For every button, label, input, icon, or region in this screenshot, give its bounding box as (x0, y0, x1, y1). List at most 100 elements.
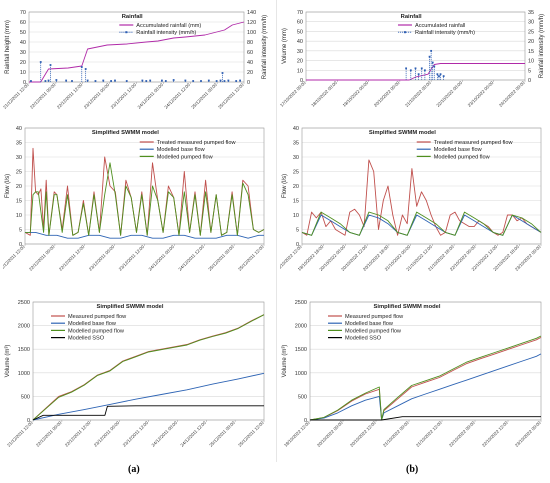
subfigure-label-a: (a) (128, 464, 140, 475)
intensity-marker (49, 64, 52, 66)
intensity-marker (86, 79, 89, 82)
y-tick-label: 2500 (18, 300, 30, 306)
intensity-marker (141, 79, 144, 82)
x-tick-label: 21/12/2011 12:00 (6, 420, 34, 448)
y-tick-label: 1500 (18, 347, 30, 353)
intensity-marker (102, 79, 105, 82)
y2-tick-label: 120 (247, 20, 256, 26)
x-tick-label: 24/12/2011 12:00 (177, 244, 205, 272)
y2-tick-label: 100 (247, 30, 256, 36)
intensity-marker (207, 79, 210, 82)
intensity-marker (430, 49, 433, 52)
y-tick-label: 10 (16, 213, 22, 219)
y-tick-label: 10 (20, 70, 26, 76)
y-tick-label: 5 (296, 228, 299, 234)
y-tick-label: 30 (297, 49, 303, 55)
legend-label: Modelled base flow (157, 147, 206, 153)
legend-label: Modelled base flow (345, 321, 394, 327)
y-tick-label: 500 (21, 394, 30, 400)
y-tick-label: 500 (298, 394, 307, 400)
chart-title: Rainfall (401, 14, 422, 20)
y2-tick-label: 80 (247, 40, 253, 46)
y-axis-label: Flow (l/s) (5, 174, 11, 198)
series-line (32, 314, 265, 421)
y-tick-label: 2000 (18, 324, 30, 330)
intensity-marker (438, 75, 440, 78)
intensity-marker (47, 79, 50, 82)
y-tick-label: 0 (19, 242, 22, 248)
y-tick-label: 0 (304, 418, 307, 424)
x-tick-label: 23/12/2011 00:00 (83, 82, 111, 110)
y-tick-label: 2000 (295, 324, 307, 330)
intensity-marker (428, 55, 431, 58)
y2-tick-label: 60 (247, 50, 253, 56)
y2-tick-label: 40 (247, 60, 253, 66)
intensity-marker (172, 79, 175, 81)
intensity-marker (80, 66, 83, 68)
intensity-marker (84, 68, 87, 70)
y2-tick-label: 140 (247, 10, 256, 16)
x-tick-label: 22/12/2011 00:00 (28, 244, 56, 272)
intensity-marker (221, 72, 224, 74)
intensity-marker (110, 80, 112, 82)
series-line (301, 211, 542, 236)
y-tick-label: 60 (20, 20, 26, 26)
x-tick-label: 23/12/2011 00:00 (93, 420, 121, 448)
y-tick-label: 1000 (295, 371, 307, 377)
y2-tick-label: 15 (528, 49, 534, 55)
x-tick-label: 23/12/2011 12:00 (122, 420, 150, 448)
legend-label: Treated measured pumped flow (157, 140, 237, 146)
y-axis-label: Volume (mm) (282, 28, 288, 64)
legend-label: Modelled pumped flow (157, 154, 214, 160)
y2-tick-label: 35 (528, 10, 534, 16)
y-tick-label: 30 (20, 50, 26, 56)
intensity-marker (55, 79, 58, 81)
y-tick-label: 70 (297, 10, 303, 16)
y-tick-label: 40 (16, 126, 22, 132)
y-tick-label: 40 (293, 126, 299, 132)
legend-label: Treated measured pumped flow (434, 140, 514, 146)
x-tick-label: 21/10/2022 00:00 (382, 420, 410, 448)
y2-tick-label: 0 (247, 80, 250, 86)
intensity-marker (431, 61, 434, 64)
y-tick-label: 10 (293, 213, 299, 219)
y-tick-label: 0 (300, 78, 303, 84)
y2-axis-label: Rainfall intensity (mm/h) (262, 15, 268, 79)
y-tick-label: 35 (293, 141, 299, 147)
intensity-marker (433, 65, 436, 68)
legend-label: Rainfall intensity (mm/h) (136, 30, 196, 36)
chart-title: Simplified SWMM model (374, 304, 441, 310)
y2-tick-label: 0 (528, 78, 531, 84)
intensity-marker (125, 80, 128, 82)
y2-tick-label: 25 (528, 29, 534, 35)
intensity-marker (239, 79, 241, 82)
x-tick-label: 22/12/2011 12:00 (58, 244, 86, 272)
series-line (32, 405, 264, 421)
legend-label: Modelled pumped flow (434, 154, 491, 160)
plot-area (301, 127, 542, 245)
y-tick-label: 40 (20, 40, 26, 46)
y-tick-label: 0 (23, 80, 26, 86)
y-tick-label: 60 (297, 20, 303, 26)
intensity-marker (200, 80, 202, 82)
x-tick-label: 22/12/2011 00:00 (29, 82, 57, 110)
intensity-marker (223, 80, 226, 82)
legend-label: Modelled pumped flow (68, 328, 125, 334)
y2-tick-label: 20 (528, 39, 534, 45)
plot-area (309, 301, 542, 421)
x-tick-label: 25/12/2011 12:00 (237, 420, 265, 448)
chart-title: Simplified SWMM model (97, 304, 164, 310)
chart-title: Rainfall (122, 14, 143, 20)
legend-label: Rainfall intensity (mm/h) (415, 30, 475, 36)
series-line (29, 21, 245, 83)
intensity-marker (420, 67, 423, 70)
series-line (309, 353, 542, 421)
y-tick-label: 15 (293, 199, 299, 205)
chart-rainfall-b: 0 10 20 30 40 50 60 70 0 5 10 15 20 25 30 35 17/10/2022 … (280, 10, 545, 108)
chart-title: Simplified SWMM model (92, 130, 159, 136)
y-tick-label: 25 (16, 170, 22, 176)
series-line (301, 159, 542, 236)
intensity-marker (30, 80, 32, 82)
